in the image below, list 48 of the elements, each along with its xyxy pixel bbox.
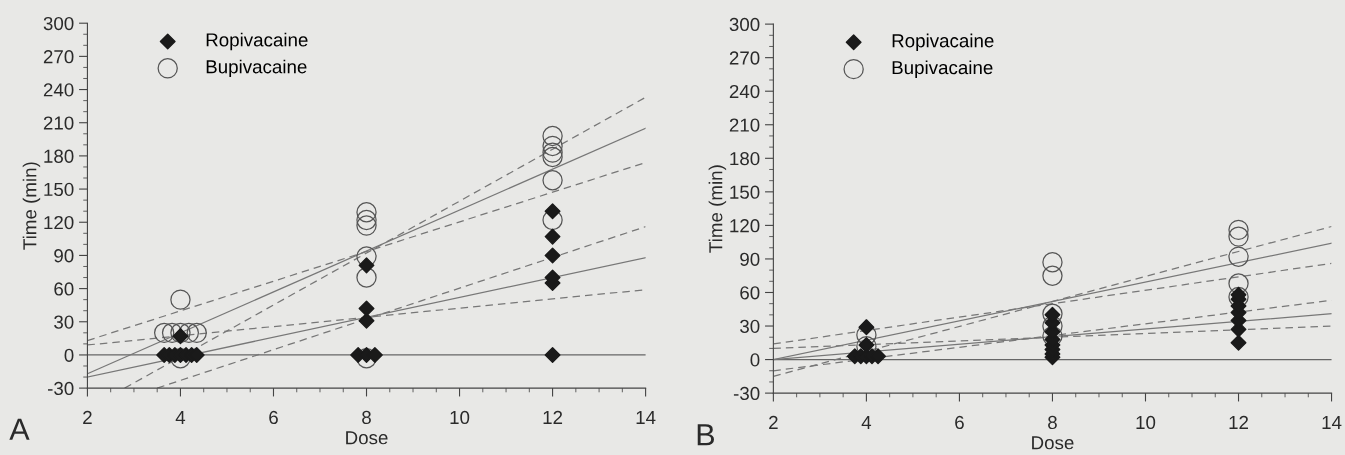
y-tick-label: 120 xyxy=(44,215,74,230)
y-tick-label: 0 xyxy=(64,348,74,362)
x-tick-label: 14 xyxy=(1322,416,1342,429)
y-tick-label: 90 xyxy=(740,252,760,266)
legend-label: Ropivacaine xyxy=(206,32,308,51)
y-axis-title: Time (min) xyxy=(708,165,727,253)
y-tick-label: 240 xyxy=(43,83,74,97)
x-axis-title: Dose xyxy=(1032,436,1074,450)
x-tick-label: 6 xyxy=(269,410,278,425)
y-tick-label: 60 xyxy=(54,282,74,296)
y-tick-label: 210 xyxy=(729,118,760,132)
x-tick-label: 10 xyxy=(450,410,470,425)
x-tick-label: 2 xyxy=(769,415,778,429)
y-tick-label: -30 xyxy=(47,381,74,396)
text: A xyxy=(9,418,30,440)
text: B xyxy=(697,424,714,446)
y-tick-label: 150 xyxy=(730,185,760,199)
x-axis-title: Dose xyxy=(346,431,388,445)
y-tick-label: 270 xyxy=(729,51,760,65)
x-tick-label: 6 xyxy=(955,415,964,430)
y-tick-label: 300 xyxy=(43,16,74,31)
y-tick-label: 30 xyxy=(740,319,760,334)
x-tick-label: 2 xyxy=(83,410,92,424)
y-tick-label: 180 xyxy=(44,149,74,163)
x-tick-label: 10 xyxy=(1136,415,1156,430)
x-tick-label: 4 xyxy=(861,416,872,429)
x-tick-label: 12 xyxy=(1229,415,1249,429)
y-tick-label: 210 xyxy=(43,116,74,130)
x-tick-label: 14 xyxy=(636,411,656,424)
y-tick-label: 300 xyxy=(729,17,760,32)
legend-label: Bupivacaine xyxy=(892,60,993,78)
y-tick-label: 0 xyxy=(750,353,760,367)
y-axis-title: Time (min) xyxy=(22,162,41,250)
x-tick-label: 8 xyxy=(1048,415,1057,430)
y-tick-label: 30 xyxy=(54,315,74,329)
y-tick-label: 120 xyxy=(730,219,760,233)
y-tick-label: 180 xyxy=(730,152,760,166)
y-tick-label: 90 xyxy=(54,249,74,263)
legend-label: Bupivacaine xyxy=(206,59,307,78)
x-tick-label: 4 xyxy=(175,411,186,424)
x-tick-label: 12 xyxy=(543,410,563,424)
x-tick-label: 8 xyxy=(362,410,371,425)
y-tick-label: 270 xyxy=(43,50,74,64)
legend-label: Ropivacaine xyxy=(892,33,994,52)
y-tick-label: 150 xyxy=(44,182,74,197)
y-tick-label: 60 xyxy=(740,286,760,300)
y-tick-label: 240 xyxy=(729,84,760,99)
y-tick-label: -30 xyxy=(733,386,760,401)
